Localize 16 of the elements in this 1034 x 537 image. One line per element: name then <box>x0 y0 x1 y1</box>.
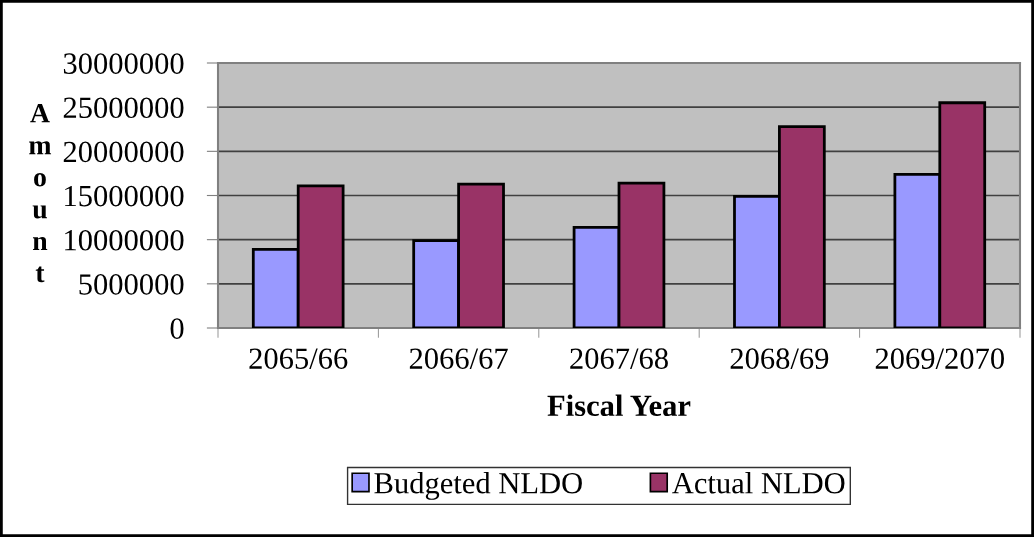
x-tick-label: 2069/2070 <box>875 348 1004 369</box>
x-tick-label: 2065/66 <box>249 348 348 369</box>
x-tick-label: 2067/68 <box>570 348 668 369</box>
y-tick-label: 15000000 <box>65 185 184 207</box>
y-tick-label: 0 <box>170 318 184 339</box>
y-tick-label: 25000000 <box>63 97 184 119</box>
y-tick-label: 20000000 <box>63 141 184 163</box>
legend-label: Actual NLDO <box>672 472 845 494</box>
x-tick-label: 2066/67 <box>409 348 508 369</box>
y-axis-title: Amount <box>29 104 52 283</box>
x-axis-title: Fiscal Year <box>547 394 691 417</box>
x-tick-label: 2068/69 <box>730 348 829 369</box>
y-tick-label: 10000000 <box>65 229 184 251</box>
y-tick-label: 5000000 <box>79 274 184 295</box>
y-tick-label: 30000000 <box>63 53 184 74</box>
legend-label: Budgeted NLDO <box>374 472 582 500</box>
